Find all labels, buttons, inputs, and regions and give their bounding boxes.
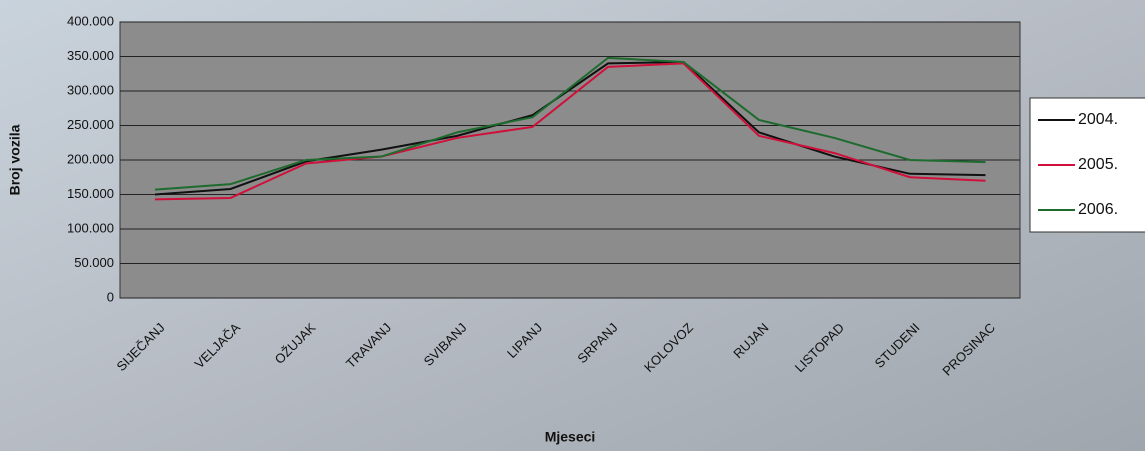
y-axis-title: Broj vozila	[7, 124, 23, 195]
y-tick-label: 250.000	[67, 117, 114, 132]
legend-label: 2004.	[1078, 111, 1118, 128]
y-tick-label: 150.000	[67, 186, 114, 201]
y-tick-label: 200.000	[67, 151, 114, 166]
y-tick-label: 300.000	[67, 82, 114, 97]
y-tick-label: 100.000	[67, 220, 114, 235]
legend-label: 2005.	[1078, 156, 1118, 173]
line	[154, 61, 986, 196]
y-tick-label: 0	[107, 289, 114, 304]
line	[154, 56, 986, 191]
x-axis-title: Mjeseci	[545, 429, 596, 445]
y-tick-label: 50.000	[74, 255, 114, 270]
y-tick-label: 400.000	[67, 13, 114, 28]
y-tick-label: 350.000	[67, 48, 114, 63]
legend-label: 2006.	[1078, 201, 1118, 218]
line	[154, 62, 986, 201]
